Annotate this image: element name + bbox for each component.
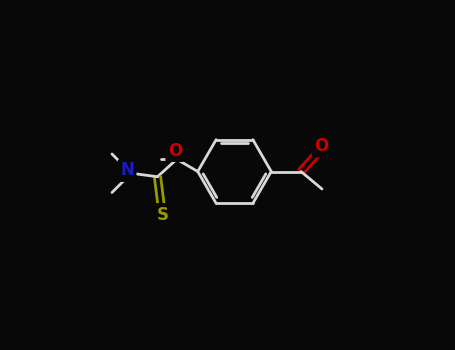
Text: S: S [157,205,169,224]
Text: O: O [168,141,182,160]
Text: O: O [314,137,329,155]
Text: N: N [120,161,134,180]
